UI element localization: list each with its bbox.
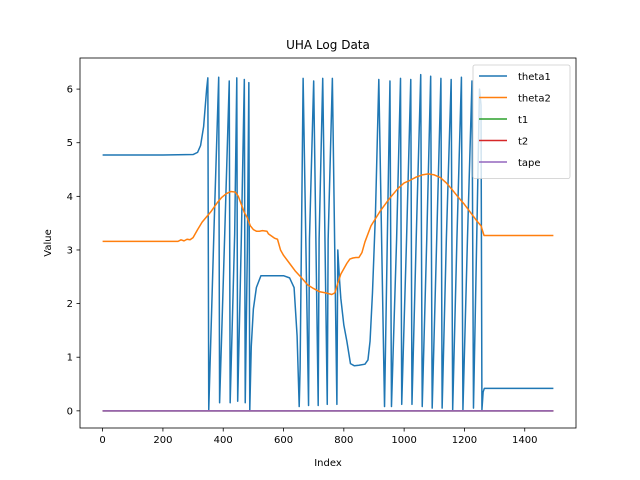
plot-frame [79,57,577,429]
x-tick-label: 800 [334,435,353,446]
y-tick-label: 3 [67,245,73,256]
legend-label-t2: t2 [518,136,528,147]
x-tick-label: 1400 [512,435,537,446]
x-tick-label: 200 [153,435,172,446]
x-tick-label: 1000 [391,435,416,446]
x-tick-label: 600 [274,435,293,446]
legend-label-theta2: theta2 [518,93,551,104]
y-tick-label: 0 [67,406,73,417]
x-tick-label: 0 [99,435,105,446]
y-tick-label: 1 [67,353,73,364]
series-line-theta2 [102,173,554,296]
x-tick-label: 400 [214,435,233,446]
legend-label-theta1: theta1 [518,72,551,83]
legend: theta1 theta2 t1 t2 tape [472,64,571,179]
series-lines [102,73,554,412]
series-line-theta1 [102,73,554,412]
y-tick-label: 6 [67,85,73,96]
legend-label-tape: tape [518,158,541,169]
axes: 0 200 400 600 800 1000 1200 1400 0 1 2 3 4 5 6 [67,57,577,446]
x-axis-label: Index [314,458,342,469]
chart-title: UHA Log Data [286,38,370,52]
legend-label-t1: t1 [518,115,528,126]
y-tick-label: 2 [67,299,73,310]
y-tick-label: 5 [67,138,73,149]
x-tick-label: 1200 [452,435,477,446]
legend-frame [472,64,571,179]
y-axis-label: Value [43,229,54,256]
y-tick-label: 4 [67,192,73,203]
